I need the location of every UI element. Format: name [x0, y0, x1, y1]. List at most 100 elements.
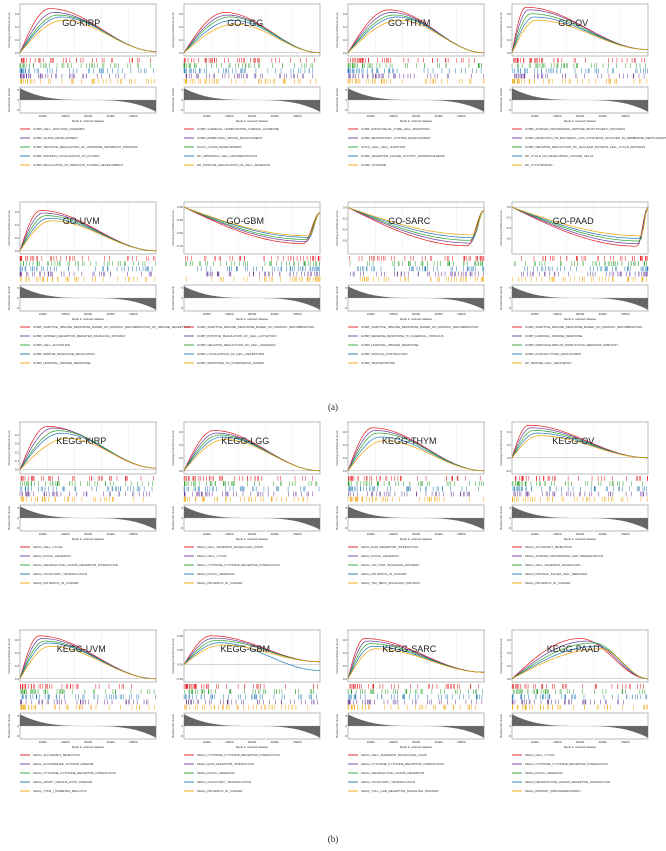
gsea-plot: 0.6 0.4 0.2 0.0 Running enrichment score KEGG… [7, 629, 157, 793]
metric-axis-label: Ranked list metric [171, 88, 175, 112]
y-tick-label: 0.0 [15, 51, 20, 55]
y-tick-label: 0.0 [507, 456, 512, 460]
x-tick-label: 40000 [106, 532, 115, 536]
legend-label: GOMF_SYNAPSE [361, 163, 386, 167]
metric-tick-label: -5 [16, 734, 19, 738]
x-tick-label: 50000 [129, 740, 138, 744]
y-tick-label: 0.4 [507, 430, 512, 434]
x-tick-label: 30000 [412, 312, 421, 316]
legend-label: KEGG_CELL_ADHESION_MOLECULES_CAMS [197, 545, 263, 549]
metric-tick-label: 0 [509, 296, 511, 300]
metric-tick-label: -5 [344, 108, 347, 112]
x-tick-label: 40000 [598, 532, 607, 536]
y-tick-label: -0.6 [342, 238, 348, 242]
y-axis-label: Running enrichment score [7, 638, 11, 673]
metric-axis-label: Ranked list metric [499, 506, 503, 530]
x-tick-label: 20000 [225, 312, 234, 316]
y-tick-label: 0.2 [343, 456, 348, 460]
metric-tick-label: 5 [17, 714, 19, 718]
y-axis-label: Running enrichment score [171, 210, 175, 245]
legend-label: KEGG_FOCAL_ADHESION [361, 554, 399, 558]
legend-label: KEGG_FOCAL_ADHESION [197, 771, 235, 775]
metric-tick-label: -5 [180, 306, 183, 310]
x-tick-label: 50000 [621, 532, 630, 536]
x-axis-label: Rank in ordered dataset [564, 537, 596, 541]
metric-tick-label: -5 [344, 734, 347, 738]
legend-label: GOBP_RESPONSE_TO_INTERFERON_GAMMA [197, 361, 264, 365]
y-tick-label: 0.0 [507, 205, 512, 209]
y-tick-label: 0.4 [343, 25, 348, 29]
x-tick-label: 20000 [553, 312, 562, 316]
y-axis-label: Running enrichment score [171, 12, 175, 47]
legend-label: GOBP_ADAPTIVE_IMMUNE_RESPONSE_BASED_ON_S… [197, 325, 314, 329]
metric-tick-label: -5 [16, 108, 19, 112]
y-axis-label: Running enrichment score [499, 430, 503, 465]
metric-tick-label: 0 [181, 724, 183, 728]
y-axis-label: Running enrichment score [7, 12, 11, 47]
plot-title: GO-SARC [388, 216, 431, 226]
legend-label: GOBP_ANTIGEN_PROCESSING_PEPTIDE_BIOSYNTH… [525, 127, 625, 131]
y-axis-label: Running enrichment score [335, 638, 339, 673]
y-tick-label: 0.0 [507, 677, 512, 681]
metric-axis-label: Ranked list metric [335, 714, 339, 738]
y-axis-label: Running enrichment score [499, 12, 503, 47]
y-tick-label: -0.4 [342, 227, 348, 231]
metric-tick-label: 0 [17, 296, 19, 300]
legend-label: KEGG_PATHWAYS_IN_CANCER [197, 581, 243, 585]
y-tick-label: 0.4 [179, 443, 184, 447]
metric-tick-label: 0 [345, 98, 347, 102]
metric-axis-label: Ranked list metric [499, 714, 503, 738]
plot-title: KEGG-OV [552, 436, 594, 446]
gsea-plot: 0.6 0.4 0.2 0.0 Running enrichment score GO-U… [7, 201, 190, 365]
legend-label: KEGG_AUTOIMMUNE_THYROID_DISEASE [33, 762, 94, 766]
gsea-plot: 0.6 0.4 0.2 0.0 Running enrichment score GO-T… [335, 3, 485, 167]
es-panel-frame [511, 421, 649, 475]
y-tick-label: 0.2 [15, 38, 20, 42]
x-tick-label: 50000 [457, 312, 466, 316]
x-tick-label: 30000 [576, 532, 585, 536]
plot-title: GO-KIRP [62, 18, 100, 28]
legend-label: GOBP_NEGATIVE_REGULATION_OF_NUCLEAR_DIVI… [525, 145, 645, 149]
y-tick-label: 0.2 [507, 664, 512, 668]
y-tick-label: 0.00 [177, 205, 183, 209]
legend-label: KEGG_CYTOKINE_CYTOKINE_RECEPTOR_INTERACT… [361, 762, 444, 766]
metric-tick-label: -5 [344, 526, 347, 530]
y-tick-label: -0.2 [342, 216, 348, 220]
x-tick-label: 10000 [38, 114, 47, 118]
y-tick-label: 0.6 [15, 638, 20, 642]
plot-title: GO-OV [558, 18, 588, 28]
gsea-plot: 0.6 0.4 0.2 0.0 Running enrichment score GO-K… [7, 3, 157, 167]
metric-tick-label: 5 [17, 88, 19, 92]
y-tick-label: -0.2 [506, 469, 512, 473]
metric-tick-label: 0 [345, 296, 347, 300]
metric-tick-label: 0 [509, 724, 511, 728]
legend-label: KEGG_CELL_CYCLE [197, 554, 227, 558]
y-tick-label: 0.4 [15, 223, 20, 227]
x-axis-label: Rank in ordered dataset [72, 317, 104, 321]
y-axis-label: Running enrichment score [499, 638, 503, 673]
metric-tick-label: -5 [16, 306, 19, 310]
metric-tick-label: 5 [17, 286, 19, 290]
es-curve-2 [511, 206, 649, 244]
x-tick-label: 20000 [225, 532, 234, 536]
legend-label: GOBP_CELL_JUNCTION_ASSEMBLY [33, 127, 85, 131]
x-tick-label: 20000 [389, 312, 398, 316]
x-axis-label: Rank in ordered dataset [400, 317, 432, 321]
legend-label: KEGG_CELL_CYCLE [525, 753, 555, 757]
y-tick-label: 0.0 [179, 469, 184, 473]
es-curve-5 [347, 207, 485, 236]
es-curve-3 [511, 206, 649, 242]
legend-label: KEGG_PATHWAYS_IN_CANCER [197, 789, 243, 793]
x-tick-label: 20000 [389, 114, 398, 118]
y-tick-label: 0.00 [177, 663, 183, 667]
x-tick-label: 10000 [530, 532, 539, 536]
es-curve-4 [511, 645, 649, 680]
es-panel-frame [511, 629, 649, 683]
legend-label: KEGG_TGF_BETA_SIGNALING_PATHWAY [361, 581, 420, 585]
legend-label: HP_CYTOTROPHIC [525, 163, 553, 167]
metric-tick-label: -5 [508, 108, 511, 112]
legend-label: GOMF_RECEPTOR_LIGAND_ACTIVITY_MORPHOGENE… [361, 154, 445, 158]
es-curve-5 [183, 644, 321, 665]
